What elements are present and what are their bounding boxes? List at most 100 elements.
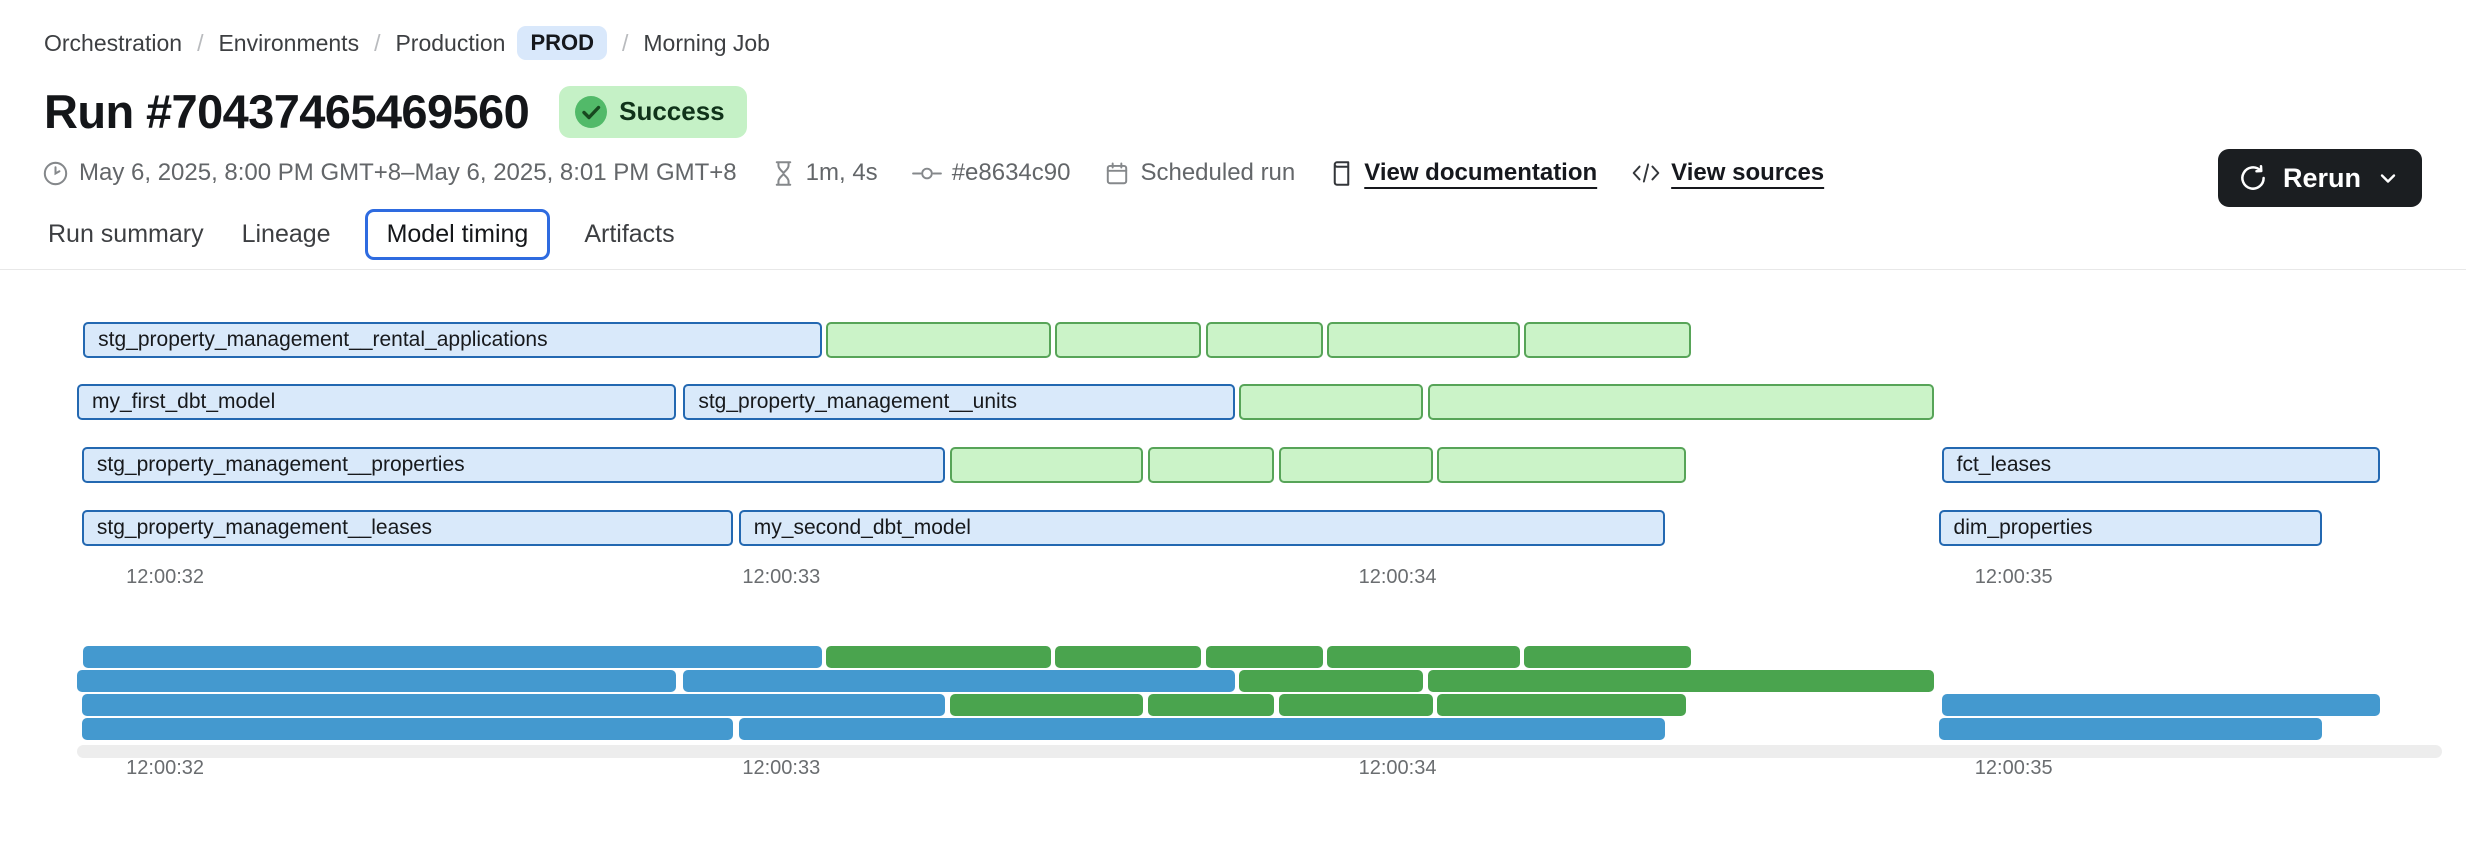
- gantt-tick-label: 12:00:35: [1974, 566, 2053, 588]
- gantt-bar-model[interactable]: fct_leases: [1941, 447, 2380, 483]
- minimap-bar-model: [1941, 694, 2380, 716]
- status-badge-label: Success: [619, 96, 725, 126]
- breadcrumb-item-morning-job: Morning Job: [643, 29, 770, 56]
- code-icon: [1632, 163, 1660, 183]
- run-commit-value: #e8634c90: [951, 159, 1071, 186]
- run-duration-value: 1m, 4s: [805, 159, 878, 186]
- gantt-bar-test[interactable]: [826, 322, 1052, 358]
- gantt-row: my_first_dbt_model stg_property_managemen…: [77, 384, 2442, 420]
- gantt-bar-model[interactable]: stg_property_management__properties: [81, 447, 946, 483]
- calendar-icon: [1107, 162, 1128, 184]
- gantt-bar-label: my_second_dbt_model: [753, 516, 971, 539]
- minimap-time-axis: 12:00:32 12:00:33 12:00:34 12:00:35: [77, 757, 2442, 785]
- page-title: Run #70437465469560: [44, 85, 530, 138]
- gantt-bar-test[interactable]: [1427, 384, 1934, 420]
- breadcrumb-separator: /: [197, 29, 204, 56]
- gantt-tick-label: 12:00:33: [742, 566, 821, 588]
- breadcrumb-item-production[interactable]: Production: [395, 29, 506, 56]
- minimap-row: [77, 694, 2442, 716]
- hourglass-icon: [775, 160, 791, 186]
- gantt-bar-test[interactable]: [950, 447, 1144, 483]
- breadcrumb-separator: /: [374, 29, 381, 56]
- gantt-bar-label: stg_property_management__rental_applicat…: [98, 328, 548, 351]
- gantt-bar-test[interactable]: [1279, 447, 1434, 483]
- minimap-bar-test: [1239, 670, 1423, 692]
- gantt-bar-model[interactable]: stg_property_management__units: [683, 384, 1235, 420]
- gantt-bar-model[interactable]: stg_property_management__rental_applicat…: [83, 322, 822, 358]
- minimap-tick-label: 12:00:33: [742, 757, 821, 779]
- tab-lineage[interactable]: Lineage: [241, 219, 331, 248]
- rerun-button[interactable]: Rerun: [2217, 149, 2422, 207]
- minimap-row: [77, 670, 2442, 692]
- minimap-bar-model: [81, 694, 946, 716]
- minimap-tick-label: 12:00:32: [126, 757, 205, 779]
- gantt-bar-label: fct_leases: [1956, 453, 2052, 476]
- minimap-bar-test: [1205, 646, 1323, 668]
- gantt-bar-label: stg_property_management__units: [698, 390, 1018, 413]
- gantt-bar-test[interactable]: [1523, 322, 1691, 358]
- view-documentation-link[interactable]: View documentation: [1364, 159, 1598, 186]
- run-trigger: Scheduled run: [1104, 159, 1295, 187]
- minimap-bar-model: [77, 670, 676, 692]
- minimap-tick-label: 12:00:34: [1358, 757, 1437, 779]
- run-timespan: May 6, 2025, 8:00 PM GMT+8–May 6, 2025, …: [42, 159, 737, 187]
- gantt-bar-model[interactable]: dim_properties: [1938, 510, 2323, 546]
- gantt-bar-test[interactable]: [1054, 322, 1201, 358]
- minimap-bar-test: [1427, 670, 1934, 692]
- minimap-bar-test: [950, 694, 1144, 716]
- minimap-bar-test: [1147, 694, 1275, 716]
- gantt-bar-model[interactable]: my_first_dbt_model: [77, 384, 676, 420]
- gantt-bar-test[interactable]: [1239, 384, 1423, 420]
- tabs-divider: [0, 269, 2466, 270]
- run-trigger-value: Scheduled run: [1140, 159, 1296, 186]
- gantt-bar-test[interactable]: [1436, 447, 1686, 483]
- minimap-row: [77, 718, 2442, 740]
- minimap-bar-model: [683, 670, 1235, 692]
- view-documentation[interactable]: View documentation: [1329, 159, 1597, 187]
- run-tabs: Run summary Lineage Model timing Artifac…: [44, 207, 2466, 261]
- minimap-bar-model: [738, 718, 1665, 740]
- gantt-time-axis: 12:00:32 12:00:33 12:00:34 12:00:35: [77, 566, 2442, 594]
- minimap-bar-test: [826, 646, 1052, 668]
- view-sources-link[interactable]: View sources: [1671, 159, 1825, 186]
- minimap-scroll-track[interactable]: [77, 745, 2442, 758]
- run-header: Run #70437465469560 Success: [44, 84, 2422, 139]
- gantt-bar-model[interactable]: my_second_dbt_model: [738, 510, 1665, 546]
- environment-badge: PROD: [517, 26, 607, 60]
- gantt-bar-test[interactable]: [1327, 322, 1520, 358]
- gantt-bar-label: stg_property_management__properties: [96, 453, 465, 476]
- chevron-down-icon: [2380, 174, 2396, 183]
- view-sources[interactable]: View sources: [1631, 159, 1824, 187]
- tab-artifacts[interactable]: Artifacts: [584, 219, 675, 248]
- gantt-bar-test[interactable]: [1147, 447, 1275, 483]
- breadcrumb-item-orchestration[interactable]: Orchestration: [44, 29, 183, 56]
- run-meta-row: May 6, 2025, 8:00 PM GMT+8–May 6, 2025, …: [42, 159, 2422, 187]
- gantt-row: stg_property_management__leases my_second…: [77, 510, 2442, 546]
- clock-icon: [43, 161, 68, 185]
- minimap-bar-model: [81, 718, 734, 740]
- gantt-tick-label: 12:00:34: [1358, 566, 1437, 588]
- rerun-button-label: Rerun: [2282, 162, 2361, 193]
- gantt-bar-label: my_first_dbt_model: [92, 390, 276, 413]
- gantt-bar-test[interactable]: [1205, 322, 1323, 358]
- tab-run-summary[interactable]: Run summary: [48, 219, 204, 248]
- minimap-bar-test: [1436, 694, 1686, 716]
- model-timing-chart: stg_property_management__rental_applicat…: [0, 270, 2466, 827]
- run-timespan-value: May 6, 2025, 8:00 PM GMT+8–May 6, 2025, …: [79, 159, 737, 186]
- breadcrumb: Orchestration / Environments / Productio…: [44, 26, 2422, 60]
- minimap-bar-model: [1938, 718, 2323, 740]
- breadcrumb-separator: /: [622, 29, 629, 56]
- minimap-bar-test: [1523, 646, 1691, 668]
- gantt-row: stg_property_management__properties fct_l…: [77, 447, 2442, 483]
- gantt-bar-label: stg_property_management__leases: [96, 516, 432, 539]
- tab-model-timing[interactable]: Model timing: [364, 208, 551, 260]
- run-duration: 1m, 4s: [771, 159, 878, 187]
- minimap-tick-label: 12:00:35: [1974, 757, 2053, 779]
- minimap-bar-test: [1054, 646, 1201, 668]
- breadcrumb-item-environments[interactable]: Environments: [218, 29, 360, 56]
- run-commit: #e8634c90: [911, 159, 1071, 187]
- gantt-bar-model[interactable]: stg_property_management__leases: [81, 510, 734, 546]
- gantt-tick-label: 12:00:32: [126, 566, 205, 588]
- status-badge: Success: [559, 85, 747, 138]
- minimap-bar-test: [1279, 694, 1434, 716]
